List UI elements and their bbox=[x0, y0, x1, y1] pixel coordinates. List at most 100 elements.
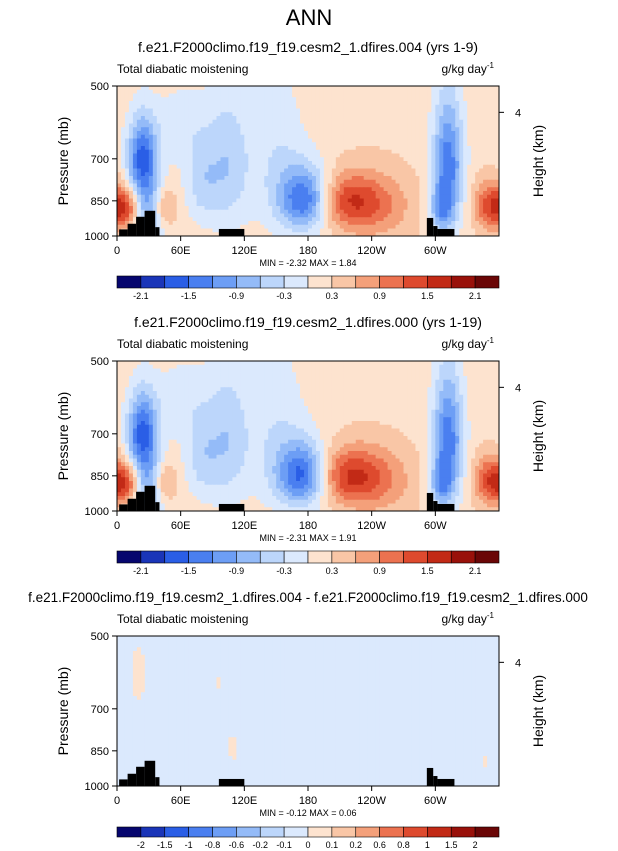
heatmap-cell bbox=[479, 217, 484, 222]
heatmap-cell bbox=[248, 116, 253, 121]
heatmap-cell bbox=[403, 172, 408, 177]
heatmap-cell bbox=[347, 149, 353, 154]
heatmap-cell bbox=[463, 86, 468, 91]
heatmap-cell bbox=[148, 164, 154, 169]
heatmap-cell bbox=[475, 119, 480, 124]
heatmap-cell bbox=[140, 394, 146, 399]
heatmap-cell bbox=[455, 187, 460, 192]
heatmap-cell bbox=[124, 127, 130, 132]
heatmap-cell bbox=[128, 161, 134, 166]
heatmap-cell bbox=[136, 89, 142, 94]
heatmap-cell bbox=[144, 183, 150, 188]
heatmap-cell bbox=[272, 101, 277, 106]
heatmap-cell bbox=[431, 116, 436, 121]
heatmap-cell bbox=[487, 194, 492, 199]
heatmap-cell bbox=[304, 379, 309, 384]
heatmap-cell bbox=[495, 146, 500, 151]
heatmap-cell bbox=[443, 391, 448, 396]
heatmap-cell bbox=[124, 224, 130, 229]
heatmap-cell bbox=[451, 119, 456, 124]
heatmap-cell bbox=[379, 379, 385, 384]
heatmap-cell bbox=[304, 161, 309, 166]
heatmap-cell bbox=[124, 383, 130, 388]
heatmap-cell bbox=[132, 387, 138, 392]
heatmap-cell bbox=[323, 168, 329, 173]
heatmap-cell bbox=[200, 391, 206, 396]
heatmap-cell bbox=[264, 172, 269, 177]
heatmap-cell bbox=[212, 368, 217, 373]
heatmap-cell bbox=[347, 206, 353, 211]
heatmap-cell bbox=[144, 394, 150, 399]
heatmap-cell bbox=[308, 232, 313, 237]
heatmap-cell bbox=[495, 127, 500, 132]
heatmap-cell bbox=[483, 191, 488, 196]
heatmap-cell bbox=[136, 127, 142, 132]
heatmap-cell bbox=[435, 161, 440, 166]
heatmap-cell bbox=[415, 123, 420, 128]
heatmap-cell bbox=[148, 138, 154, 143]
heatmap-cell bbox=[439, 217, 444, 222]
heatmap-cell bbox=[276, 179, 281, 184]
heatmap-cell bbox=[252, 224, 257, 229]
heatmap-cell bbox=[192, 372, 198, 377]
heatmap-cell bbox=[419, 157, 424, 162]
heatmap-cell bbox=[117, 391, 122, 396]
heatmap-cell bbox=[355, 86, 361, 91]
heatmap-cell bbox=[236, 402, 241, 407]
heatmap-cell bbox=[475, 104, 480, 109]
heatmap-cell bbox=[427, 89, 432, 94]
heatmap-cell bbox=[355, 164, 361, 169]
heatmap-cell bbox=[196, 198, 202, 203]
heatmap-cell bbox=[128, 198, 134, 203]
heatmap-cell bbox=[327, 86, 333, 91]
heatmap-cell bbox=[383, 127, 389, 132]
heatmap-cell bbox=[331, 379, 337, 384]
heatmap-cell bbox=[451, 101, 456, 106]
heatmap-cell bbox=[172, 198, 178, 203]
heatmap-cell bbox=[443, 134, 448, 139]
heatmap-cell bbox=[427, 398, 432, 403]
heatmap-cell bbox=[192, 221, 198, 226]
heatmap-cell bbox=[168, 86, 174, 91]
heatmap-cell bbox=[252, 168, 257, 173]
heatmap-cell bbox=[347, 168, 353, 173]
heatmap-cell bbox=[379, 217, 385, 222]
heatmap-cell bbox=[431, 131, 436, 136]
heatmap-cell bbox=[172, 398, 178, 403]
heatmap-cell bbox=[292, 191, 297, 196]
heatmap-cell bbox=[304, 108, 309, 113]
heatmap-cell bbox=[315, 101, 321, 106]
heatmap-cell bbox=[240, 179, 245, 184]
heatmap-cell bbox=[495, 228, 500, 233]
heatmap-cell bbox=[176, 149, 182, 154]
heatmap-cell bbox=[264, 138, 269, 143]
heatmap-cell bbox=[495, 153, 500, 158]
heatmap-cell bbox=[304, 89, 309, 94]
heatmap-cell bbox=[487, 191, 492, 196]
heatmap-cell bbox=[308, 398, 313, 403]
heatmap-cell bbox=[168, 104, 174, 109]
heatmap-cell bbox=[355, 394, 361, 399]
heatmap-cell bbox=[439, 376, 444, 381]
heatmap-cell bbox=[136, 194, 142, 199]
heatmap-cell bbox=[451, 361, 456, 366]
heatmap-cell bbox=[308, 164, 313, 169]
heatmap-cell bbox=[180, 194, 186, 199]
heatmap-cell bbox=[367, 224, 373, 229]
heatmap-cell bbox=[132, 202, 138, 207]
heatmap-cell bbox=[375, 153, 381, 158]
heatmap-cell bbox=[292, 202, 297, 207]
heatmap-cell bbox=[431, 198, 436, 203]
heatmap-cell bbox=[152, 394, 158, 399]
heatmap-cell bbox=[224, 104, 229, 109]
heatmap-cell bbox=[244, 86, 249, 91]
heatmap-cell bbox=[128, 217, 134, 222]
heatmap-cell bbox=[192, 402, 198, 407]
heatmap-cell bbox=[236, 142, 241, 147]
heatmap-cell bbox=[343, 202, 349, 207]
heatmap-cell bbox=[256, 379, 261, 384]
heatmap-cell bbox=[124, 161, 130, 166]
heatmap-cell bbox=[268, 119, 273, 124]
heatmap-cell bbox=[220, 112, 225, 117]
heatmap-cell bbox=[244, 112, 249, 117]
